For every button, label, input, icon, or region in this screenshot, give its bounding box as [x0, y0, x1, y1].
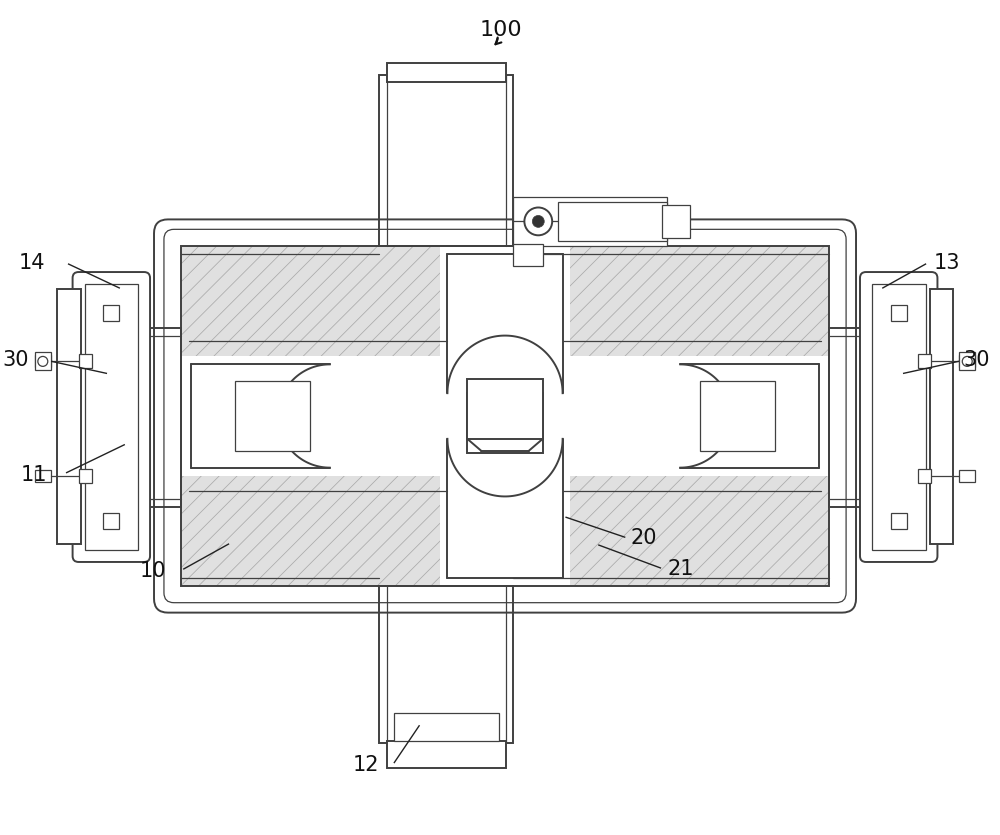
Text: 100: 100 [479, 20, 522, 40]
Bar [513, 244, 543, 266]
FancyBboxPatch shape [860, 272, 937, 562]
Bar [513, 196, 667, 246]
Text: 12: 12 [353, 755, 379, 775]
Circle shape [962, 357, 972, 367]
Bar [181, 246, 829, 586]
Text: 21: 21 [667, 559, 694, 579]
Bar [103, 514, 119, 529]
Bar [440, 246, 570, 586]
Text: 11: 11 [20, 464, 47, 484]
Bar [387, 63, 506, 83]
Bar [79, 354, 92, 368]
Bar [35, 356, 51, 367]
Bar [918, 468, 931, 483]
FancyBboxPatch shape [73, 272, 150, 562]
Text: 14: 14 [18, 253, 45, 273]
Text: 30: 30 [2, 351, 29, 371]
Bar [103, 305, 119, 321]
Bar [394, 713, 499, 741]
Bar [959, 469, 975, 482]
Bar [959, 352, 975, 371]
Circle shape [38, 357, 48, 367]
Bar [35, 469, 51, 482]
Bar [235, 382, 310, 451]
Text: 30: 30 [963, 351, 990, 371]
Bar [662, 205, 690, 238]
Bar [872, 284, 926, 550]
Bar [930, 289, 953, 544]
Circle shape [524, 207, 552, 235]
Bar [79, 468, 92, 483]
Bar [558, 201, 667, 241]
Bar [126, 327, 181, 508]
Circle shape [532, 215, 544, 227]
Bar [891, 514, 907, 529]
Text: 20: 20 [631, 529, 657, 548]
Bar [379, 586, 513, 742]
Bar [85, 284, 138, 550]
Bar [181, 357, 829, 476]
Bar [891, 305, 907, 321]
Bar [467, 379, 543, 439]
Text: 13: 13 [933, 253, 960, 273]
Bar [700, 382, 775, 451]
Bar [57, 289, 81, 544]
Bar [387, 741, 506, 767]
Bar [829, 327, 884, 508]
Bar [918, 354, 931, 368]
Text: 10: 10 [139, 561, 166, 581]
Bar [35, 352, 51, 371]
Bar [181, 246, 829, 586]
Bar [379, 75, 513, 246]
Bar [959, 356, 975, 367]
Bar [467, 393, 543, 453]
